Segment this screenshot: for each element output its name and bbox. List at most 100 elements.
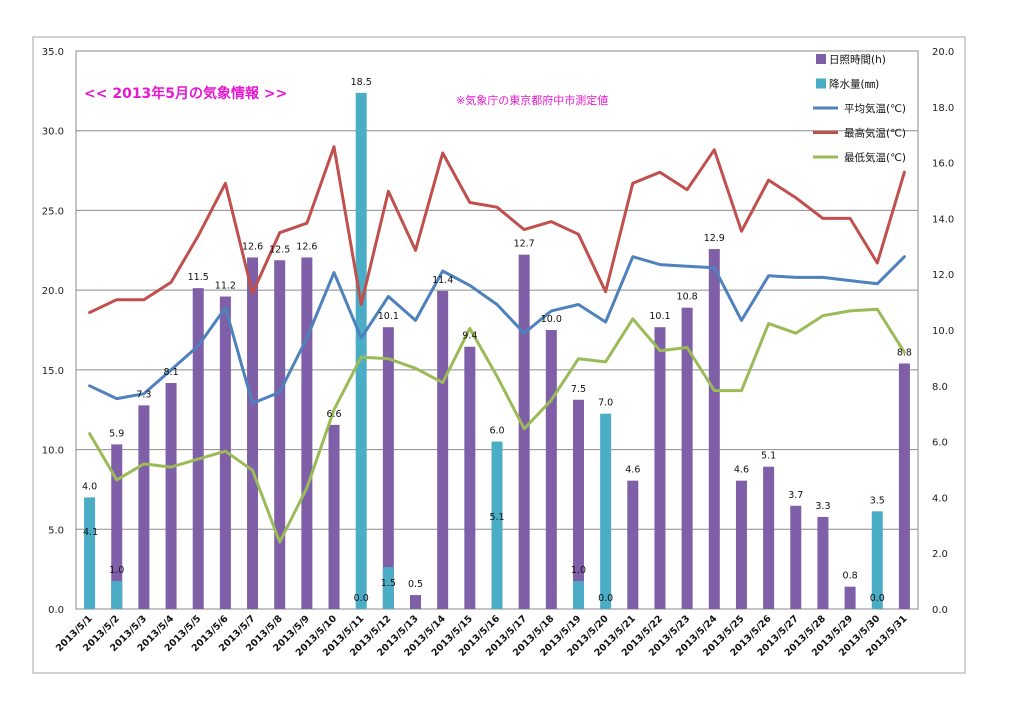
sunshine-bar	[681, 307, 693, 609]
right-axis-tick-label: 20.0	[932, 47, 954, 58]
legend-label: 日照時間(h)	[829, 54, 886, 66]
precipitation-label: 0.0	[870, 593, 885, 604]
bar-top-label: 4.0	[82, 481, 97, 492]
avg-temp-line	[88, 255, 906, 405]
sunshine-bar	[545, 330, 557, 609]
sunshine-bar	[572, 399, 584, 609]
sunshine-bar	[844, 586, 856, 609]
bar-top-label: 0.8	[843, 571, 858, 582]
outer-frame	[32, 36, 966, 674]
legend-label: 最低気温(℃)	[844, 151, 906, 164]
legend-label: 最高気温(℃)	[844, 127, 906, 140]
bar-top-label: 7.0	[598, 398, 613, 409]
right-axis-tick-label: 6.0	[932, 438, 948, 449]
precipitation-bar	[355, 92, 367, 610]
right-axis-tick-label: 18.0	[932, 103, 954, 114]
right-axis-ticks: 0.0 2.0 4.0 6.0 8.0 10.0 12.0 14.0 16.0 18.0 20.0	[932, 47, 954, 616]
bar-top-label: 3.5	[870, 495, 885, 506]
sunshine-bar	[328, 424, 340, 609]
bar-top-label: 12.6	[296, 241, 317, 252]
right-axis-tick-label: 10.0	[932, 326, 954, 337]
bar-top-label: 3.3	[815, 501, 830, 512]
legend-swatch	[816, 78, 826, 89]
precipitation-bar	[84, 497, 96, 609]
left-axis-tick-label: 30.0	[42, 127, 64, 138]
bar-top-label: 6.6	[326, 409, 341, 420]
legend-label: 降水量(㎜)	[829, 78, 879, 91]
right-axis-tick-label: 4.0	[932, 493, 948, 504]
left-axis-tick-label: 5.0	[48, 525, 64, 536]
sunshine-bar	[165, 383, 177, 609]
sunshine-bar	[898, 363, 910, 609]
right-axis-tick-label: 14.0	[932, 214, 954, 225]
left-axis-tick-label: 35.0	[42, 47, 64, 58]
bar-top-label: 6.0	[489, 426, 504, 437]
left-axis-tick-label: 20.0	[42, 286, 64, 297]
chart-title: << 2013年5月の気象情報 >>	[84, 85, 287, 102]
precipitation-bar	[491, 441, 503, 609]
data-labels: 4.0 5.9 7.3 8.1 11.5 11.2 12.6 12.5 12.6 6.6 18.5 1…	[82, 77, 912, 604]
left-axis-tick-label: 10.0	[42, 446, 64, 457]
sunshine-bar	[790, 505, 802, 609]
precipitation-label: 4.1	[83, 527, 98, 538]
sunshine-bar	[518, 254, 530, 610]
bar-top-label: 12.9	[704, 233, 725, 244]
right-axis-tick-label: 0.0	[932, 605, 948, 616]
sunshine-bar	[410, 595, 422, 609]
bar-top-label: 12.7	[514, 239, 535, 250]
precipitation-bars	[84, 92, 883, 610]
left-axis-ticks: 0.0 5.0 10.0 15.0 20.0 25.0 30.0 35.0	[42, 47, 64, 616]
left-axis-tick-label: 25.0	[42, 206, 64, 217]
precipitation-label: 0.0	[598, 593, 613, 604]
bar-top-label: 7.3	[136, 389, 151, 400]
bar-top-label: 10.0	[541, 314, 562, 325]
bar-top-label: 12.5	[269, 244, 290, 255]
sunshine-bar	[817, 516, 829, 609]
bar-top-label: 4.6	[734, 465, 749, 476]
precipitation-bar	[572, 581, 584, 609]
legend-swatch	[816, 54, 826, 64]
sunshine-bar	[437, 290, 449, 609]
left-axis-tick-label: 0.0	[48, 605, 64, 616]
precipitation-bar	[382, 567, 394, 609]
temperature-lines	[88, 145, 906, 544]
bar-top-label: 7.5	[571, 384, 586, 395]
bar-top-label: 3.7	[788, 490, 803, 501]
sunshine-bar	[627, 480, 639, 609]
right-axis-tick-label: 12.0	[932, 270, 954, 281]
legend: 日照時間(h) 降水量(㎜) 平均気温(℃) 最高気温(℃) 最低気温(℃)	[813, 54, 906, 164]
bar-top-label: 8.1	[164, 367, 179, 378]
precipitation-bar	[600, 413, 612, 609]
bar-top-label: 11.5	[188, 272, 209, 283]
bar-top-label: 5.9	[109, 428, 124, 439]
sunshine-bar	[708, 249, 720, 609]
sunshine-bar	[301, 257, 313, 609]
precipitation-label: 1.0	[109, 565, 124, 576]
bar-top-label: 8.8	[897, 347, 912, 358]
right-axis-tick-label: 8.0	[932, 382, 948, 393]
legend-label: 平均気温(℃)	[844, 102, 906, 115]
bar-top-label: 5.1	[761, 451, 776, 462]
precipitation-label: 1.5	[381, 578, 396, 589]
precipitation-label: 1.0	[571, 565, 586, 576]
left-axis-tick-label: 15.0	[42, 366, 64, 377]
min-temp-line	[88, 307, 906, 544]
sunshine-bar	[274, 260, 286, 609]
right-axis-tick-label: 2.0	[932, 549, 948, 560]
bar-top-label: 12.6	[242, 241, 263, 252]
sunshine-bar	[247, 257, 259, 609]
precipitation-label: 0.0	[354, 593, 369, 604]
sunshine-bar	[382, 327, 394, 609]
bar-top-label: 11.4	[432, 275, 453, 286]
x-axis-labels: 2013/5/12013/5/22013/5/32013/5/42013/5/5…	[54, 613, 910, 659]
sunshine-bar	[735, 480, 747, 609]
bar-top-label: 0.5	[408, 579, 423, 590]
precipitation-label: 5.1	[489, 512, 504, 523]
chart-subtitle: ※気象庁の東京都府中市測定値	[456, 93, 608, 107]
precipitation-bar	[111, 581, 123, 609]
precipitation-bar	[871, 511, 883, 609]
bar-top-label: 18.5	[351, 77, 372, 88]
sunshine-bar	[654, 327, 666, 609]
